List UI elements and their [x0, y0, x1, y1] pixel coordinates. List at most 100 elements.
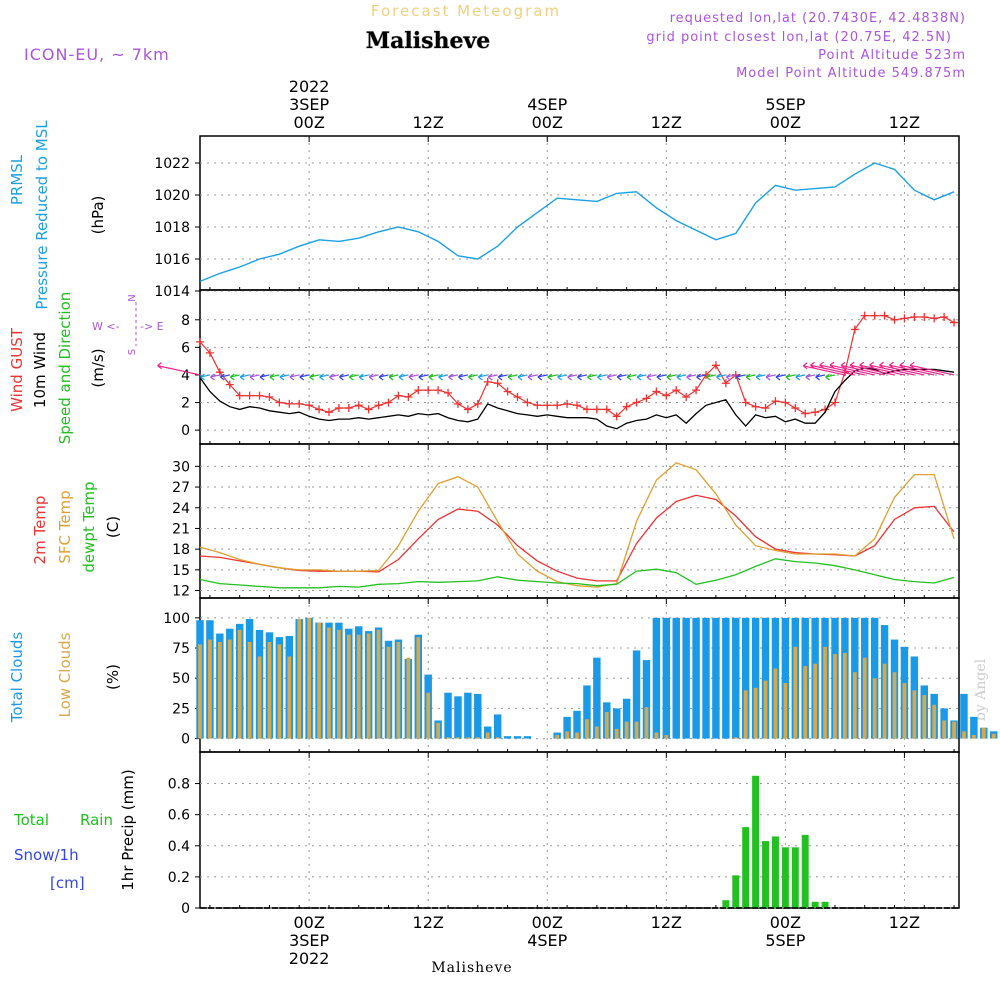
top-time-label: 3SEP [289, 95, 329, 114]
gust-marker [553, 401, 562, 410]
point-altitude: Point Altitude 523m [818, 48, 966, 63]
low-cloud-bar [902, 683, 907, 739]
clouds-unit: (%) [104, 664, 122, 690]
gust-marker [880, 311, 889, 320]
low-cloud-bar [743, 690, 748, 739]
low-cloud-bar [267, 641, 272, 739]
compass-south: S [127, 349, 138, 355]
gust-marker [384, 398, 393, 407]
precip-panel-ytick-label: 0 [181, 901, 190, 917]
wind-arrow [577, 373, 588, 381]
low-cloud-bar [406, 657, 411, 739]
low-cloud-bar [733, 737, 738, 739]
precip-panel-frame [199, 751, 960, 909]
wind-arrow [889, 361, 935, 376]
wind-arrow [269, 373, 280, 381]
wind-panel-ytick-label: 2 [181, 396, 190, 412]
gust-marker [791, 404, 800, 413]
low-cloud-bar [912, 690, 917, 739]
bottom-time-label: 5SEP [765, 931, 805, 950]
wind-arrow [259, 373, 270, 381]
wind-arrow [408, 373, 419, 381]
low-cloud-bar [981, 727, 986, 739]
total-cloud-bar [751, 617, 760, 739]
gust-marker [315, 405, 324, 414]
wind-arrow [676, 373, 687, 381]
total-cloud-bar [702, 617, 710, 739]
total-cloud-bar [464, 692, 472, 739]
low-cloud-bar [346, 634, 351, 739]
grid-coords: grid point closest lon,lat (20.75E, 42.5… [646, 30, 952, 45]
low-cloud-bar [664, 734, 669, 739]
wind-arrow [527, 373, 538, 381]
top-time-label: 12Z [413, 113, 444, 132]
low-cloud-bar [783, 683, 788, 739]
gust-marker [811, 408, 820, 417]
low-cloud-bar [803, 666, 808, 739]
temp-dewpt-label: dewpt Temp [80, 481, 98, 572]
wind-arrow [829, 361, 875, 376]
low-cloud-bar [436, 722, 440, 739]
total-cloud-bar [612, 708, 621, 739]
wind-arrow [706, 373, 717, 381]
total-cloud-bar [662, 617, 671, 739]
gust-marker [235, 391, 244, 400]
top-time-label: 5SEP [765, 95, 805, 114]
total-cloud-bar [632, 650, 641, 739]
wind-arrow [157, 362, 201, 376]
low-cloud-bar [753, 687, 758, 739]
wind-arrow [557, 373, 568, 381]
sfc-temp-line [199, 462, 955, 588]
wind-arrow [785, 373, 796, 381]
pressure-panel-ytick-label: 1020 [154, 188, 190, 204]
gust-marker [205, 348, 214, 357]
gust-marker [394, 391, 403, 400]
gust-marker [245, 391, 254, 400]
wind-arrow [567, 373, 578, 381]
gust-marker [424, 386, 433, 395]
low-cloud-bar [227, 639, 232, 739]
low-cloud-bar [614, 728, 619, 739]
gust-marker [414, 386, 423, 395]
total-cloud-bar [761, 617, 770, 739]
rain-bar [791, 847, 799, 908]
low-cloud-bar [456, 737, 460, 739]
wind-arrow [428, 373, 439, 381]
total-cloud-bar [741, 617, 750, 739]
wind-arrow [616, 373, 627, 381]
gust-marker [493, 379, 502, 388]
gust-marker [344, 404, 353, 413]
temp-panel-ytick-label: 30 [172, 459, 190, 475]
low-cloud-bar [386, 646, 391, 739]
wind-arrow [775, 373, 786, 381]
top-time-label: 2022 [289, 77, 330, 96]
temp-labels: 2m Temp SFC Temp dewpt Temp (C) [31, 481, 122, 572]
total-cloud-bar [523, 736, 532, 739]
wind-arrow [802, 362, 846, 376]
gust-marker [215, 368, 224, 377]
gust-marker [801, 409, 810, 418]
top-time-label: 00Z [770, 113, 801, 132]
wind-arrow [805, 373, 816, 381]
cloud-labels: Total Clouds Low Clouds (%) [8, 632, 122, 724]
low-cloud-bar [416, 637, 421, 739]
total-cloud-bar [593, 657, 601, 739]
pressure-panel-ytick-label: 1016 [154, 252, 190, 268]
low-cloud-bar [217, 641, 222, 739]
low-cloud-bar [475, 737, 480, 739]
wind-10m-label: 10m Wind [31, 332, 49, 408]
wind-arrow [517, 373, 528, 381]
rain-bar [781, 847, 789, 908]
precip-panel-ytick-label: 0.2 [168, 870, 190, 886]
bottom-time-label: 00Z [293, 913, 324, 932]
low-cloud-bar [813, 663, 817, 739]
wind-panel-ytick-label: 8 [181, 313, 190, 329]
pressure-labels: PRMSL Pressure Reduced to MSL (hPa) [8, 120, 107, 310]
model-altitude: Model Point Altitude 549.875m [736, 66, 966, 81]
wind-arrow [458, 373, 469, 381]
gust-marker [374, 401, 383, 410]
wind-line [199, 367, 955, 430]
low-cloud-bar [198, 644, 202, 739]
